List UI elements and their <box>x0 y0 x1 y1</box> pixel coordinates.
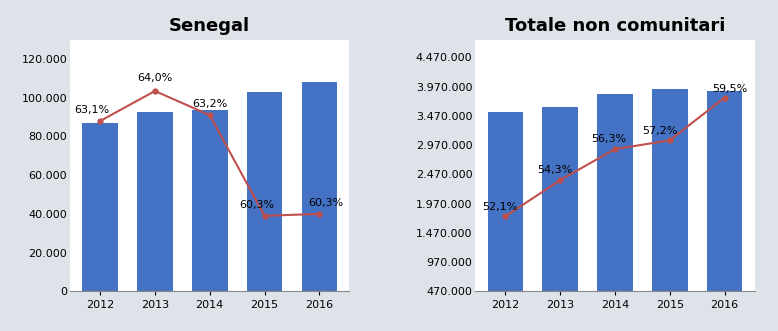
Text: 57,2%: 57,2% <box>642 126 678 136</box>
Bar <box>82 123 118 291</box>
Bar <box>488 112 523 319</box>
Bar <box>137 112 173 291</box>
Text: 59,5%: 59,5% <box>713 84 748 94</box>
Title: Senegal: Senegal <box>169 18 251 35</box>
Bar <box>302 82 337 291</box>
Text: 56,3%: 56,3% <box>591 134 626 144</box>
Title: Totale non comunitari: Totale non comunitari <box>505 18 725 35</box>
Bar <box>542 107 578 319</box>
Text: 60,3%: 60,3% <box>308 198 343 208</box>
Text: 63,2%: 63,2% <box>192 99 227 109</box>
Text: 54,3%: 54,3% <box>537 166 573 175</box>
Bar <box>598 94 633 319</box>
Bar <box>652 89 688 319</box>
Text: 52,1%: 52,1% <box>482 202 517 212</box>
Bar <box>247 92 282 291</box>
Bar <box>706 91 742 319</box>
Text: 60,3%: 60,3% <box>239 200 274 210</box>
Bar <box>192 110 227 291</box>
Text: 64,0%: 64,0% <box>138 73 173 83</box>
Text: 63,1%: 63,1% <box>75 105 110 115</box>
